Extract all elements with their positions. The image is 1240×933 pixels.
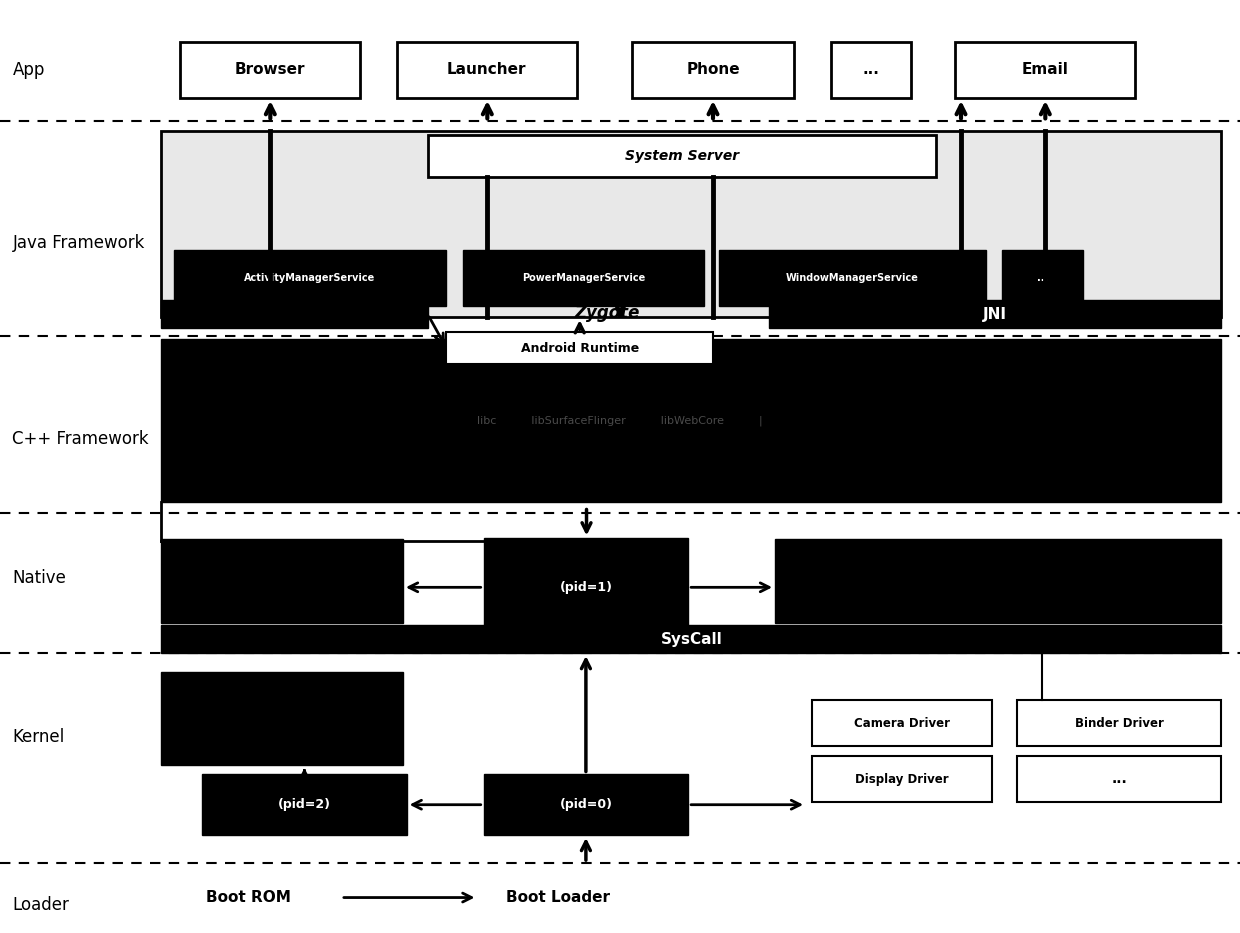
Bar <box>812 756 992 802</box>
Bar <box>161 131 1221 317</box>
Text: Boot ROM: Boot ROM <box>206 890 290 905</box>
Bar <box>955 42 1135 98</box>
Text: WindowManagerService: WindowManagerService <box>786 273 919 283</box>
Bar <box>174 250 446 306</box>
Text: (pid=2): (pid=2) <box>278 799 331 811</box>
Bar <box>484 774 688 835</box>
Text: Email: Email <box>1022 63 1068 77</box>
Bar <box>397 42 577 98</box>
Text: (pid=0): (pid=0) <box>559 799 613 811</box>
Text: C++ Framework: C++ Framework <box>12 429 149 448</box>
Text: Native: Native <box>12 569 66 588</box>
Text: Kernel: Kernel <box>12 728 64 746</box>
Text: Loader: Loader <box>12 896 69 914</box>
Text: Camera Driver: Camera Driver <box>854 717 950 730</box>
Text: HAL: HAL <box>1025 632 1058 647</box>
Text: SysCall: SysCall <box>661 632 722 647</box>
Bar <box>202 774 407 835</box>
Bar <box>831 42 911 98</box>
Text: ...: ... <box>1037 273 1048 283</box>
Bar <box>428 135 936 177</box>
Bar <box>1017 756 1221 802</box>
Bar <box>180 42 360 98</box>
Bar <box>463 250 704 306</box>
Text: System Server: System Server <box>625 149 739 163</box>
Bar <box>161 625 1221 653</box>
Bar <box>812 700 992 746</box>
Text: JNI: JNI <box>983 307 1007 322</box>
Bar <box>1017 700 1221 746</box>
Bar <box>769 300 1221 328</box>
Bar <box>719 250 986 306</box>
Text: ...: ... <box>1111 772 1127 787</box>
Text: Browser: Browser <box>234 63 305 77</box>
Bar <box>161 672 403 765</box>
Bar <box>161 339 1221 502</box>
Text: PowerManagerService: PowerManagerService <box>522 273 645 283</box>
Bar <box>484 538 688 636</box>
Text: Display Driver: Display Driver <box>856 773 949 786</box>
Text: Boot Loader: Boot Loader <box>506 890 610 905</box>
Text: Zygote: Zygote <box>575 304 640 323</box>
Text: Phone: Phone <box>686 63 740 77</box>
Text: App: App <box>12 61 45 79</box>
Text: Java Framework: Java Framework <box>12 233 145 252</box>
Bar <box>161 539 403 623</box>
Text: Android Runtime: Android Runtime <box>521 341 639 355</box>
Text: libc          libSurfaceFlinger          libWebCore          |: libc libSurfaceFlinger libWebCore | <box>477 415 763 425</box>
Bar <box>161 300 428 328</box>
Text: Launcher: Launcher <box>446 63 527 77</box>
Text: ...: ... <box>863 63 879 77</box>
Text: Binder Driver: Binder Driver <box>1075 717 1163 730</box>
Text: ActivityManagerService: ActivityManagerService <box>244 273 376 283</box>
Bar <box>1002 250 1083 306</box>
Bar <box>632 42 794 98</box>
Text: (pid=1): (pid=1) <box>559 581 613 593</box>
Bar <box>446 332 713 364</box>
Bar <box>775 539 1221 623</box>
